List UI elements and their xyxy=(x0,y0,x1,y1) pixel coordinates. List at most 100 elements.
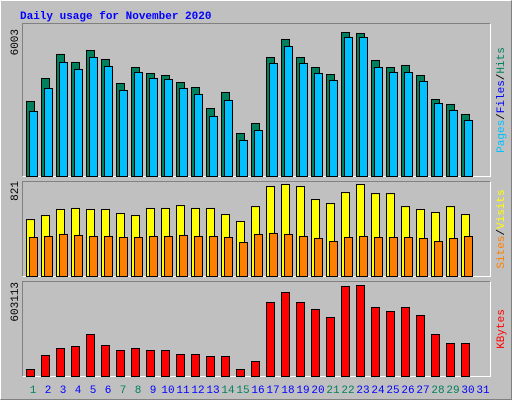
bar xyxy=(74,68,83,177)
bar xyxy=(344,237,353,277)
x-tick-label: 4 xyxy=(75,385,82,397)
legend-separator: / xyxy=(496,113,508,120)
bar xyxy=(206,355,215,377)
bar xyxy=(329,80,338,177)
bar xyxy=(221,355,230,377)
bar xyxy=(239,139,248,177)
bar xyxy=(251,360,260,377)
bar xyxy=(26,368,35,378)
legend-entry: Pages xyxy=(496,120,508,153)
bar xyxy=(104,65,113,177)
x-tick-label: 6 xyxy=(105,385,112,397)
x-tick-label: 5 xyxy=(90,385,97,397)
panel-bevel xyxy=(22,181,491,277)
bar xyxy=(449,238,458,277)
bar xyxy=(74,234,83,277)
x-tick-label: 21 xyxy=(326,385,340,397)
bar xyxy=(44,87,53,177)
bar xyxy=(296,301,305,377)
bar xyxy=(284,45,293,178)
bar xyxy=(401,306,410,378)
x-tick-label: 23 xyxy=(356,385,369,397)
x-tick-label: 7 xyxy=(120,385,127,397)
bar xyxy=(374,66,383,177)
bar xyxy=(461,342,470,377)
x-tick-label: 19 xyxy=(296,385,309,397)
legend-separator: / xyxy=(496,74,508,81)
y-tick-label: 603113 xyxy=(10,282,22,322)
bar xyxy=(446,342,455,377)
x-tick-label: 25 xyxy=(386,385,399,397)
bar xyxy=(434,241,443,278)
bar xyxy=(269,232,278,277)
legend-entry: Sites xyxy=(496,236,508,269)
bar xyxy=(56,347,65,378)
bar xyxy=(119,90,128,177)
legend-entry: Visits xyxy=(496,189,508,229)
x-tick-label: 18 xyxy=(281,385,294,397)
bar xyxy=(386,310,395,377)
bar xyxy=(191,353,200,377)
bar xyxy=(404,71,413,177)
y-tick-label: 6003 xyxy=(10,29,22,55)
bar xyxy=(374,237,383,277)
bar xyxy=(176,353,185,377)
bar xyxy=(431,333,440,377)
bar xyxy=(29,110,38,177)
bar xyxy=(119,237,128,277)
bar xyxy=(314,238,323,277)
x-tick-label: 16 xyxy=(251,385,264,397)
bar xyxy=(341,285,350,378)
bar xyxy=(419,238,428,277)
bar xyxy=(134,237,143,277)
bar xyxy=(449,109,458,177)
bar xyxy=(464,119,473,177)
bar xyxy=(359,235,368,278)
bar xyxy=(44,235,53,278)
bar xyxy=(101,344,110,377)
bar xyxy=(149,235,158,278)
x-tick-label: 15 xyxy=(236,385,249,397)
bar xyxy=(161,349,170,378)
x-tick-label: 24 xyxy=(371,385,385,397)
panel-bevel xyxy=(22,23,491,177)
legend: Sites/Visits xyxy=(496,189,508,268)
bar xyxy=(311,308,320,378)
bar xyxy=(389,71,398,177)
bar xyxy=(389,237,398,277)
x-tick-label: 2 xyxy=(45,385,52,397)
x-tick-label: 26 xyxy=(401,385,414,397)
panel-bevel xyxy=(22,281,491,377)
bar xyxy=(404,237,413,277)
x-tick-label: 1 xyxy=(30,385,37,397)
x-tick-label: 27 xyxy=(416,385,429,397)
bar xyxy=(164,235,173,278)
bar xyxy=(254,129,263,177)
bar xyxy=(89,235,98,278)
y-tick-label: 821 xyxy=(10,181,22,201)
x-tick-label: 22 xyxy=(341,385,354,397)
bar xyxy=(89,56,98,178)
bar xyxy=(209,235,218,278)
chart-title: Daily usage for November 2020 xyxy=(20,11,211,23)
bar xyxy=(71,345,80,378)
bar xyxy=(104,235,113,278)
x-tick-label: 13 xyxy=(206,385,219,397)
legend-entry: Files xyxy=(496,80,508,113)
x-tick-label: 9 xyxy=(150,385,157,397)
x-tick-label: 30 xyxy=(461,385,474,397)
bar xyxy=(314,72,323,177)
bar xyxy=(299,235,308,278)
legend: Pages/Files/Hits xyxy=(496,47,508,153)
bar xyxy=(179,87,188,177)
x-tick-label: 12 xyxy=(191,385,204,397)
bar xyxy=(371,306,380,378)
bar xyxy=(116,349,125,378)
bar xyxy=(299,62,308,178)
bar xyxy=(266,301,275,377)
x-tick-label: 29 xyxy=(446,385,459,397)
x-tick-label: 20 xyxy=(311,385,324,397)
bar xyxy=(254,233,263,277)
